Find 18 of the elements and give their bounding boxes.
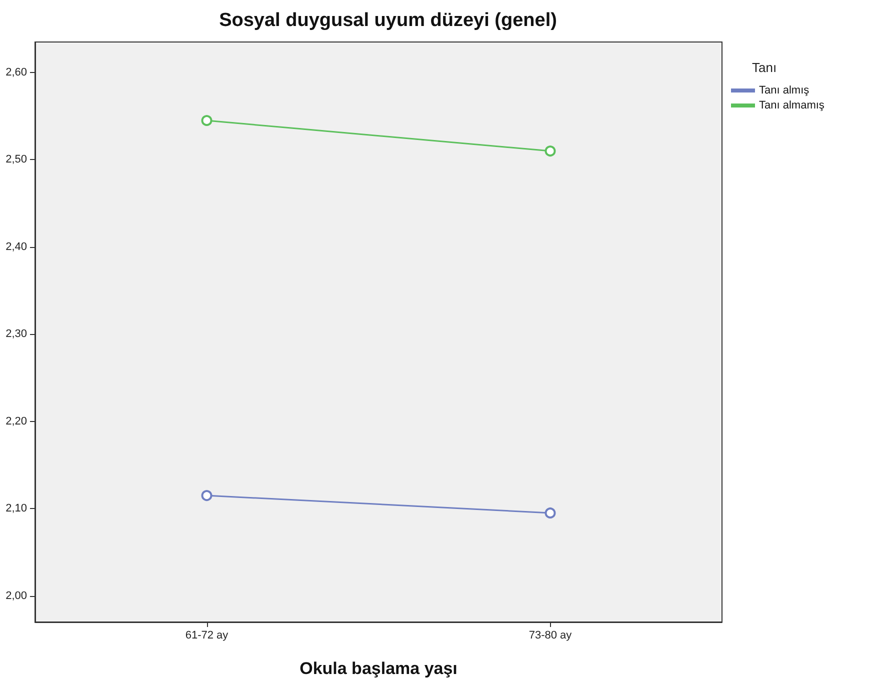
y-tick-label: 2,40 (6, 240, 27, 253)
legend-label: Tanı almış (759, 84, 810, 96)
point (201, 115, 212, 126)
y-tick-label: 2,30 (6, 328, 27, 340)
x-axis-title: Okula başlama yaşı (300, 659, 458, 678)
legend-label: Tanı almamış (759, 100, 825, 112)
y-tick-label: 2,00 (6, 590, 27, 602)
y-tick-label: 2,20 (6, 415, 27, 428)
y-tick-label: 2,50 (6, 154, 27, 166)
x-tick-label: 73-80 ay (528, 630, 572, 642)
point (544, 507, 556, 518)
legend-title: Tanı (752, 60, 777, 75)
chart-title: Sosyal duygusal uyum düzeyi (genel) (219, 10, 557, 31)
point (201, 490, 212, 502)
y-tick-label: 2,10 (6, 502, 27, 515)
point (544, 146, 556, 157)
y-tick-label: 2,60 (6, 66, 27, 79)
x-tick-label: 61-72 ay (185, 630, 229, 642)
